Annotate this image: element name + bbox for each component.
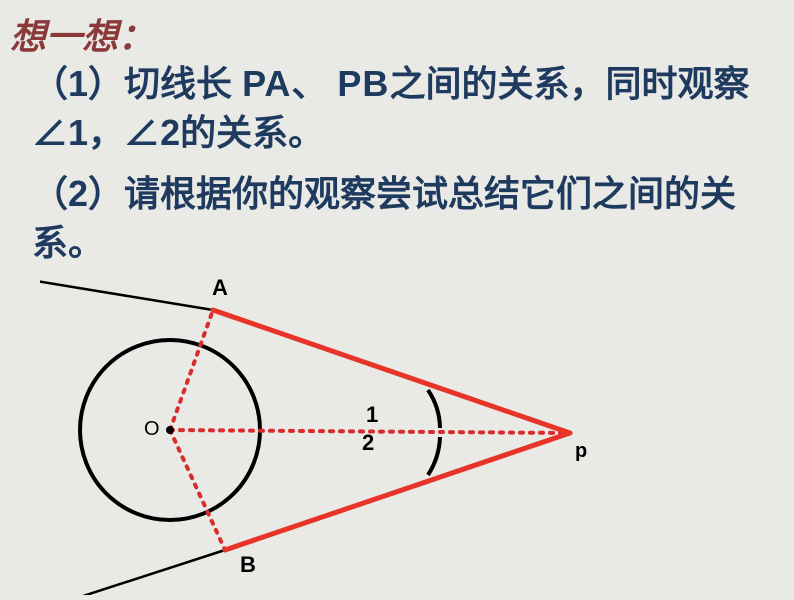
tangent-pb: [225, 433, 570, 550]
radius-oa-dashed: [170, 310, 213, 430]
q1-pa: PA: [242, 63, 291, 104]
label-angle-1: 1: [366, 402, 378, 428]
q1-pb: PB: [337, 63, 389, 104]
q2-prefix: （: [32, 173, 68, 214]
angle-arc-1: [428, 390, 440, 428]
q1-angle2: 2: [160, 112, 180, 153]
tangent-extension-a: [40, 278, 213, 310]
tangent-extension-b: [80, 550, 225, 595]
label-p: p: [575, 440, 587, 463]
angle-arc-2: [428, 437, 440, 475]
geometry-diagram: A B O p 1 2: [40, 275, 610, 585]
q1-mid1: ）切线长: [88, 63, 242, 104]
label-a: A: [212, 275, 228, 301]
question-2: （2）请根据你的观察尝试总结它们之间的关系。: [32, 170, 762, 267]
q1-prefix: （: [32, 63, 68, 104]
q1-mid2: 、: [291, 63, 337, 104]
diagram-svg: [40, 275, 610, 595]
radius-ob-dashed: [170, 430, 225, 550]
tangent-pa: [213, 310, 570, 433]
label-b: B: [240, 552, 256, 578]
q2-number: 2: [68, 173, 88, 214]
page-title: 想一想：: [10, 8, 154, 60]
q1-number: 1: [68, 63, 88, 104]
label-angle-2: 2: [362, 430, 374, 456]
center-point: [166, 426, 174, 434]
q1-mid4: ，∠: [88, 112, 160, 153]
q1-angle1: 1: [68, 112, 88, 153]
q2-text: ）请根据你的观察尝试总结它们之间的关系。: [32, 173, 736, 263]
label-o: O: [144, 418, 160, 441]
question-1: （1）切线长 PA、 PB之间的关系，同时观察∠1，∠2的关系。: [32, 60, 762, 157]
q1-end: 的关系。: [180, 112, 324, 153]
